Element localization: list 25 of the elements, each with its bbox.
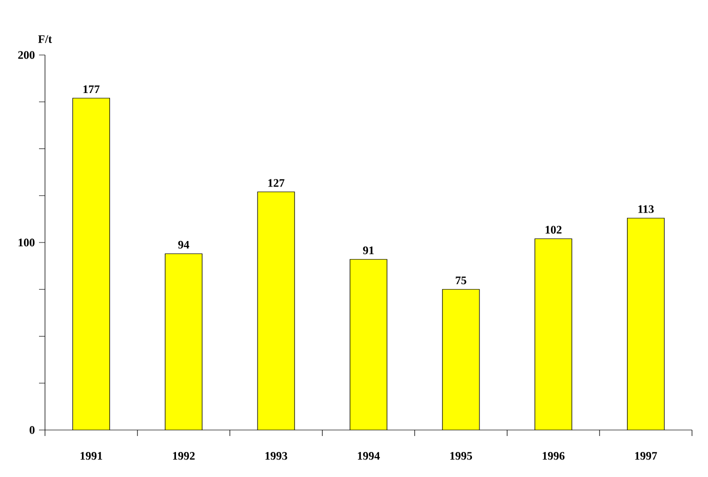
data-label: 113	[638, 205, 654, 213]
bar	[72, 98, 110, 430]
y-axis-title: F/t	[38, 35, 52, 43]
x-tick-label: 1991	[80, 452, 102, 460]
bar	[626, 218, 665, 430]
x-tick-label: 1996	[542, 452, 565, 460]
x-tick-label: 1997	[635, 452, 658, 460]
y-tick-label: 100	[18, 238, 35, 246]
data-label: 127	[268, 179, 284, 187]
y-tick-label: 0	[30, 426, 35, 434]
y-tick-label: 200	[18, 51, 35, 59]
x-tick-label: 1994	[358, 452, 380, 460]
bar	[442, 289, 480, 430]
data-label: 94	[178, 240, 190, 249]
x-tick-label: 1995	[450, 452, 472, 460]
x-tick-label: 1992	[173, 452, 195, 460]
data-label: 91	[363, 246, 374, 254]
x-tick-label: 1993	[265, 452, 288, 460]
data-label: 102	[546, 226, 562, 234]
bar	[165, 254, 202, 430]
data-label: 177	[84, 85, 100, 93]
bar	[534, 238, 572, 430]
bar	[258, 192, 295, 430]
data-label: 75	[456, 276, 466, 284]
bar	[350, 259, 388, 430]
